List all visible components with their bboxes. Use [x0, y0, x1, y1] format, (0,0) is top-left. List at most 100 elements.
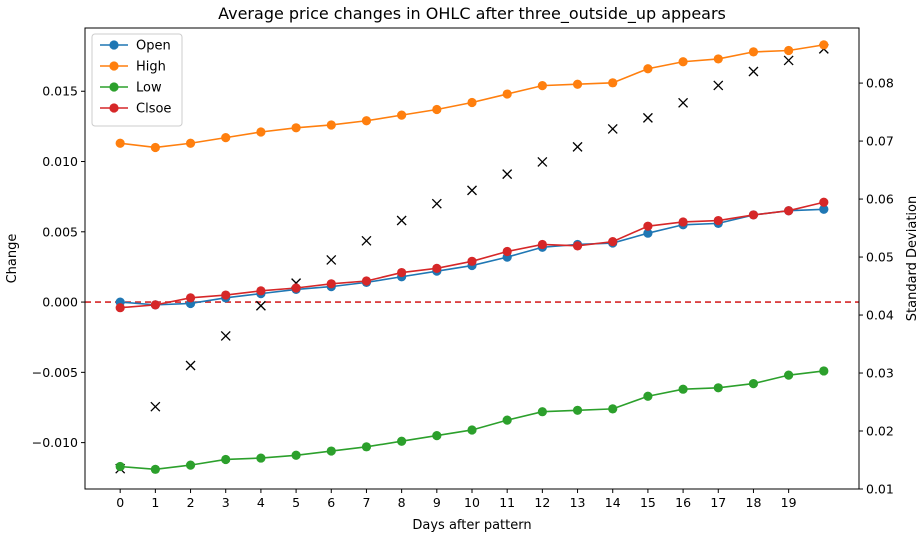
legend-item-open: Open — [100, 39, 171, 54]
series-point-clsoe — [608, 237, 618, 247]
x-tick-label: 14 — [605, 495, 621, 510]
series-point-low — [572, 405, 583, 415]
y-tick-label: −0.010 — [32, 435, 78, 450]
series-point-clsoe — [643, 221, 653, 231]
series-point-clsoe — [221, 290, 231, 300]
series-point-high — [467, 97, 477, 108]
std-dev-marker — [150, 401, 161, 412]
legend-item-low: Low — [100, 81, 162, 96]
series-point-clsoe — [326, 279, 336, 289]
series-point-clsoe — [115, 303, 125, 313]
series-point-low — [361, 442, 372, 452]
series-point-high — [256, 127, 266, 137]
series-point-clsoe — [748, 210, 759, 220]
x-tick-label: 1 — [151, 495, 159, 510]
legend-marker-high — [109, 61, 119, 71]
x-tick-label: 6 — [327, 495, 335, 510]
series-point-low — [326, 446, 336, 456]
plot-area — [85, 40, 859, 474]
std-dev-marker — [220, 330, 231, 341]
series-point-high — [608, 78, 618, 88]
series-point-low — [678, 384, 688, 394]
legend-marker-open — [109, 40, 119, 50]
std-dev-marker-stroke — [361, 235, 372, 246]
legend-item-high: High — [100, 60, 166, 75]
series-point-low — [291, 450, 301, 460]
x-tick-label: 12 — [534, 495, 550, 510]
series-point-high — [291, 123, 301, 133]
series-point-low — [467, 425, 477, 435]
series-point-low — [819, 366, 829, 376]
x-tick-label: 3 — [222, 495, 230, 510]
std-dev-marker-stroke — [255, 300, 266, 311]
y-tick-label: 0.010 — [42, 154, 78, 169]
series-point-high — [748, 47, 759, 57]
y-tick-label: 0.000 — [42, 295, 78, 310]
y2-tick-label: 0.05 — [866, 250, 894, 265]
series-point-low — [150, 464, 160, 474]
legend-marker-low — [109, 82, 119, 92]
std-dev-marker — [361, 235, 372, 246]
x-tick-label: 11 — [499, 495, 515, 510]
legend-item-clsoe: Clsoe — [100, 102, 171, 117]
x-tick-label: 9 — [433, 495, 441, 510]
std-dev-marker-stroke — [678, 97, 689, 108]
std-dev-marker-stroke — [220, 330, 231, 341]
y2-tick-label: 0.02 — [866, 424, 894, 439]
series-point-low — [643, 391, 653, 401]
std-dev-marker — [748, 66, 759, 77]
std-dev-marker — [502, 169, 513, 180]
legend-label-high: High — [136, 60, 166, 75]
series-point-clsoe — [713, 215, 723, 226]
series-point-high — [819, 40, 829, 50]
series-point-high — [572, 79, 583, 89]
std-dev-marker-stroke — [607, 123, 618, 134]
series-point-low — [221, 454, 231, 465]
std-dev-marker-stroke — [783, 55, 794, 66]
x-tick-label: 18 — [746, 495, 762, 510]
x-axis: 0 1 2 3 4 5 6 7 8 9 10 11 12 13 14 15 16 17 18 19 — [116, 489, 797, 510]
std-dev-marker — [713, 80, 724, 91]
y2-tick-label: 0.06 — [866, 192, 894, 207]
series-point-open — [643, 228, 653, 238]
series-point-clsoe — [572, 241, 583, 251]
legend-box — [91, 33, 183, 127]
x-axis-label: Days after pattern — [412, 518, 531, 533]
series-point-high — [397, 110, 407, 120]
std-dev-marker — [607, 123, 618, 134]
series-point-clsoe — [537, 239, 547, 250]
legend-label-low: Low — [136, 81, 162, 96]
series-point-low — [432, 430, 442, 441]
series-point-clsoe — [397, 267, 407, 278]
series-point-clsoe — [784, 206, 794, 216]
series-point-high — [784, 45, 794, 56]
series-point-clsoe — [819, 197, 829, 207]
std-dev-marker — [185, 360, 196, 371]
series-point-high — [678, 57, 688, 67]
series-point-high — [150, 142, 160, 153]
series-point-low — [502, 415, 512, 425]
std-dev-marker — [326, 254, 337, 265]
series-point-low — [784, 370, 794, 380]
std-dev-marker — [783, 55, 794, 66]
x-tick-label: 15 — [640, 495, 656, 510]
x-tick-label: 7 — [362, 495, 370, 510]
series-point-high — [713, 54, 723, 64]
std-dev-marker-stroke — [396, 215, 407, 226]
std-dev-marker-stroke — [748, 66, 759, 77]
legend-label-clsoe: Clsoe — [136, 102, 171, 117]
series-point-clsoe — [150, 300, 160, 310]
series-point-clsoe — [185, 293, 196, 303]
series-point-low — [185, 460, 196, 470]
series-point-low — [256, 453, 266, 463]
x-tick-label: 2 — [187, 495, 195, 510]
series-point-low — [748, 378, 759, 389]
series-point-high — [221, 133, 231, 143]
y2-tick-label: 0.04 — [866, 308, 894, 323]
y2-tick-label: 0.08 — [866, 76, 894, 91]
series-point-high — [326, 120, 336, 130]
x-tick-label: 19 — [781, 495, 797, 510]
y-axis-left: −0.010 −0.005 0.000 0.005 0.010 0.015 — [32, 84, 85, 450]
legend-marker-clsoe — [109, 103, 119, 113]
y-tick-label: −0.005 — [32, 365, 78, 380]
